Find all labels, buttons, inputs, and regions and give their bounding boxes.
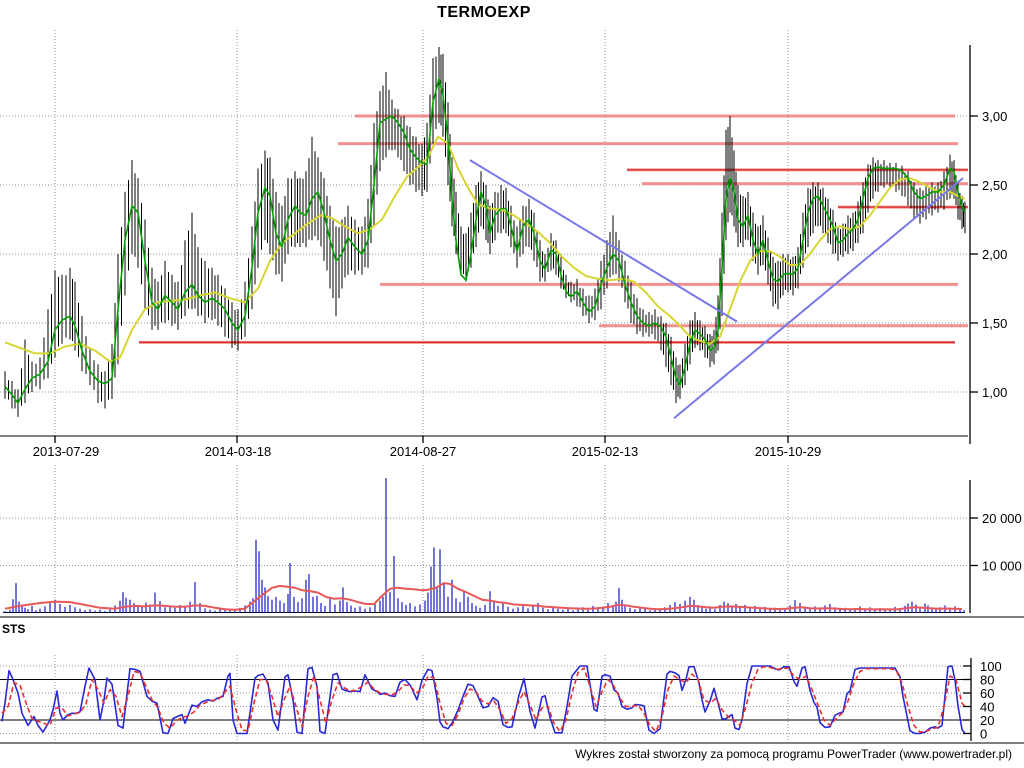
volume-panel: 20 000 10 000 <box>3 478 1022 613</box>
sts-line-D <box>1 665 967 733</box>
price-y-tick-label: 1,50 <box>982 316 1007 331</box>
sts-y-tick-label: 60 <box>980 686 994 701</box>
date-tick-label: 2014-08-27 <box>390 444 457 459</box>
volume-ma-line-red <box>4 582 963 611</box>
footer-credit-text: Wykres został stworzony za pomocą progra… <box>575 747 1012 761</box>
sts-line-K <box>1 665 966 735</box>
price-y-tick-label: 2,50 <box>982 178 1007 193</box>
sts-y-tick-label: 80 <box>980 673 994 688</box>
price-y-tick-label: 2,00 <box>982 247 1007 262</box>
sts-y-tick-label: 20 <box>980 713 994 728</box>
price-y-tick-label: 1,00 <box>982 385 1007 400</box>
ascending-trendline <box>673 177 964 419</box>
date-tick-label: 2014-03-18 <box>205 444 272 459</box>
date-tick-label: 2015-10-29 <box>755 444 822 459</box>
indicator-label: STS <box>2 622 26 636</box>
sts-y-tick-label: 0 <box>980 727 987 742</box>
price-y-tick-label: 3,00 <box>982 109 1007 124</box>
volume-y-tick-label: 20 000 <box>982 511 1022 526</box>
trendlines <box>469 159 964 419</box>
price-axes: 3,00 2,50 2,00 1,50 1,00 2013-07-29 2014-03-18… <box>0 45 1007 459</box>
sts-y-tick-label: 40 <box>980 700 994 715</box>
gridlines <box>0 30 968 741</box>
sts-y-tick-label: 100 <box>980 659 1002 674</box>
page-title: TERMOEXP <box>437 4 531 21</box>
date-tick-label: 2015-02-13 <box>572 444 639 459</box>
date-tick-label: 2013-07-29 <box>33 444 100 459</box>
support-resistance-lines <box>139 114 968 344</box>
volume-y-tick-label: 10 000 <box>982 559 1022 574</box>
descending-trendline <box>469 159 738 323</box>
fast-ma-line-green <box>4 77 966 404</box>
ohlc-bars <box>4 47 966 417</box>
